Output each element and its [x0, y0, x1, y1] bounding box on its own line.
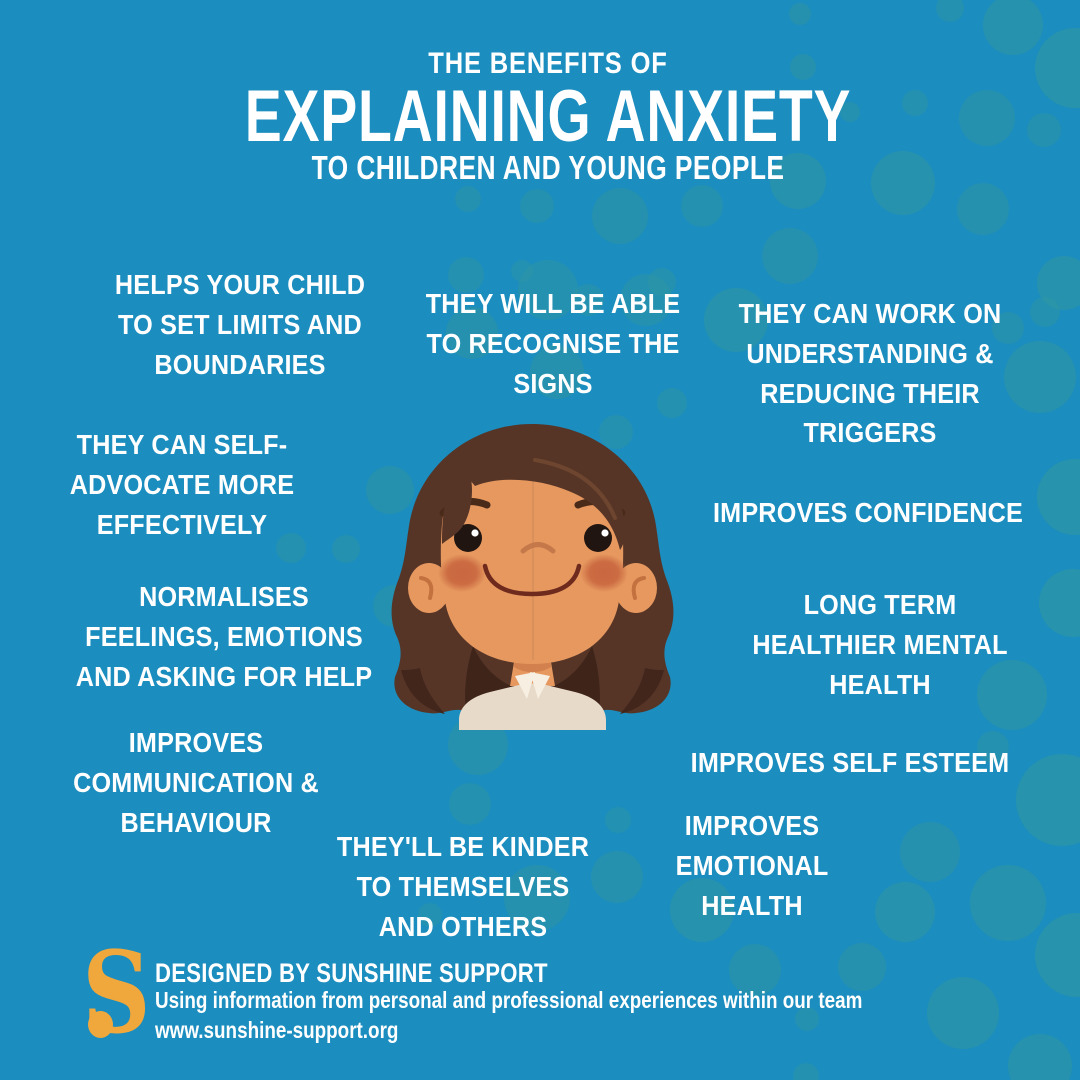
benefit-recognise-signs: THEY WILL BE ABLE TO RECOGNISE THE SIGNS: [425, 288, 681, 399]
smiling-child-illustration: [391, 424, 674, 730]
benefit-long-term-mental-health: LONG TERM HEALTHIER MENTAL HEALTH: [752, 589, 1008, 700]
header-subtitle: TO CHILDREN AND YOUNG PEOPLE: [311, 149, 785, 186]
benefit-kinder-to-themselves: THEY'LL BE KINDER TO THEMSELVES AND OTHE…: [336, 831, 590, 942]
footer-website-url: www.sunshine-support.org: [155, 1017, 399, 1043]
benefit-emotional-health: IMPROVES EMOTIONAL HEALTH: [675, 810, 829, 921]
logo-dot-icon: [88, 1011, 113, 1038]
benefit-communication-behaviour: IMPROVES COMMUNICATION & BEHAVIOUR: [73, 727, 319, 838]
page-title: EXPLAINING ANXIETY: [244, 76, 852, 157]
benefit-self-advocate: THEY CAN SELF- ADVOCATE MORE EFFECTIVELY: [69, 429, 295, 540]
benefit-understand-triggers: THEY CAN WORK ON UNDERSTANDING & REDUCIN…: [738, 298, 1002, 449]
benefit-normalises-feelings: NORMALISES FEELINGS, EMOTIONS AND ASKING…: [75, 581, 373, 692]
benefit-limits-and-boundaries: HELPS YOUR CHILD TO SET LIMITS AND BOUND…: [114, 269, 366, 380]
header-kicker: THE BENEFITS OF: [428, 47, 668, 80]
footer-description: Using information from personal and prof…: [155, 987, 863, 1013]
footer-designed-by: DESIGNED BY SUNSHINE SUPPORT: [155, 958, 548, 988]
benefit-self-esteem: IMPROVES SELF ESTEEM: [690, 747, 1010, 778]
benefit-confidence: IMPROVES CONFIDENCE: [712, 497, 1024, 528]
